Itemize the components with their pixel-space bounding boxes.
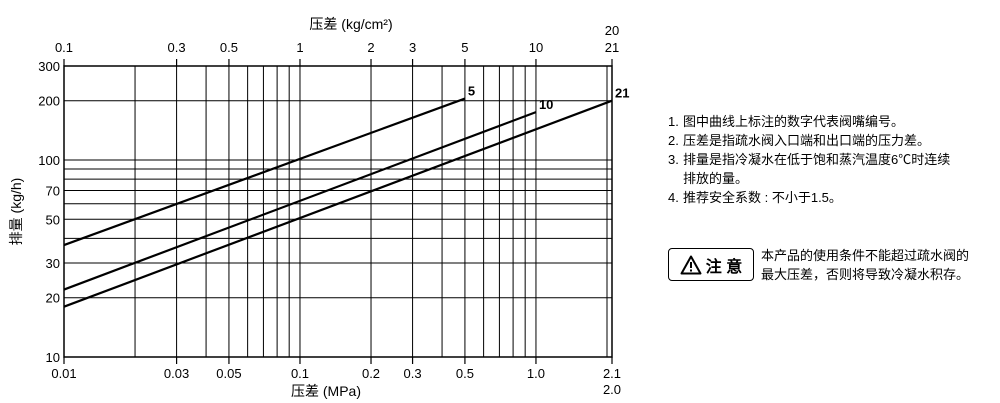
note-number: 3. <box>668 152 679 167</box>
note-number: 4. <box>668 190 679 205</box>
plot-frame <box>63 65 613 358</box>
bottom-tick-label: 2.1 <box>603 366 621 381</box>
note-text: 图中曲线上标注的数字代表阀嘴编号。 <box>683 114 905 129</box>
top-extra-label: 20 <box>605 23 619 38</box>
y-axis-title: 排量 (kg/h) <box>8 178 24 246</box>
series-line <box>63 99 613 308</box>
series-lines: 5 10 21 <box>63 84 629 308</box>
bottom-tick-label: 0.5 <box>456 366 474 381</box>
y-tick-label: 50 <box>46 212 60 227</box>
bottom-tick-label: 1.0 <box>527 366 545 381</box>
y-tick-label: 70 <box>46 184 60 199</box>
note-text: 推荐安全系数 : 不小于1.5。 <box>683 190 842 205</box>
top-tick-label: 5 <box>461 40 468 55</box>
note-text: 排量是指冷凝水在低于饱和蒸汽温度6℃时连续排放的量。 <box>683 152 951 186</box>
caution-block: 注 意 本产品的使用条件不能超过疏水阀的最大压差，否则将导致冷凝水积存。 <box>668 248 971 284</box>
top-tick-label: 2 <box>367 40 374 55</box>
y-tick-label: 30 <box>46 256 60 271</box>
series-line <box>63 111 537 291</box>
bottom-tick-label: 0.03 <box>164 366 189 381</box>
y-tick-label: 10 <box>46 350 60 365</box>
note-item: 3. 排量是指冷凝水在低于饱和蒸汽温度6℃时连续排放的量。 <box>668 150 958 188</box>
top-tick-label: 1 <box>296 40 303 55</box>
note-item: 2. 压差是指疏水阀入口端和出口端的压力差。 <box>668 131 958 150</box>
note-number: 1. <box>668 114 679 129</box>
y-tick-label: 200 <box>38 94 60 109</box>
top-tick-label: 0.3 <box>168 40 186 55</box>
series-label: 10 <box>539 97 553 112</box>
x-axis-title: 压差 (MPa) <box>291 383 361 399</box>
note-item: 1. 图中曲线上标注的数字代表阀嘴编号。 <box>668 112 958 131</box>
note-text: 压差是指疏水阀入口端和出口端的压力差。 <box>683 133 931 148</box>
y-tick-label: 20 <box>46 291 60 306</box>
top-tick-label: 10 <box>529 40 543 55</box>
top-tick-label: 0.5 <box>220 40 238 55</box>
series-line <box>63 97 466 247</box>
notes-list: 1. 图中曲线上标注的数字代表阀嘴编号。 2. 压差是指疏水阀入口端和出口端的压力差… <box>668 112 958 207</box>
top-tick-label: 21 <box>605 40 619 55</box>
bottom-tick-label: 0.3 <box>404 366 422 381</box>
series-label: 5 <box>468 84 475 99</box>
top-tick-label: 0.1 <box>55 40 73 55</box>
caution-label: 注 意 <box>705 258 743 276</box>
axis-labels: 0.1 0.3 0.5 1 2 3 5 10 21 20 0.01 0.03 0.05 0.1 0.2 0.3… <box>8 16 621 399</box>
bottom-tick-label: 0.1 <box>291 366 309 381</box>
bottom-tick-label: 0.2 <box>362 366 380 381</box>
top-axis-title: 压差 (kg/cm²) <box>309 16 392 32</box>
bottom-tick-label: 0.01 <box>51 366 76 381</box>
y-tick-label: 300 <box>38 59 60 74</box>
y-tick-label: 100 <box>38 153 60 168</box>
series-label: 21 <box>615 86 629 101</box>
caution-badge: 注 意 <box>668 248 754 281</box>
note-number: 2. <box>668 133 679 148</box>
note-item: 4. 推荐安全系数 : 不小于1.5。 <box>668 188 958 207</box>
caution-text: 本产品的使用条件不能超过疏水阀的最大压差，否则将导致冷凝水积存。 <box>761 248 970 282</box>
bottom-tick-label: 0.05 <box>216 366 241 381</box>
grid-lines <box>63 59 613 364</box>
top-tick-label: 3 <box>409 40 416 55</box>
warning-triangle-icon <box>680 255 702 274</box>
bottom-extra-label: 2.0 <box>603 382 621 397</box>
